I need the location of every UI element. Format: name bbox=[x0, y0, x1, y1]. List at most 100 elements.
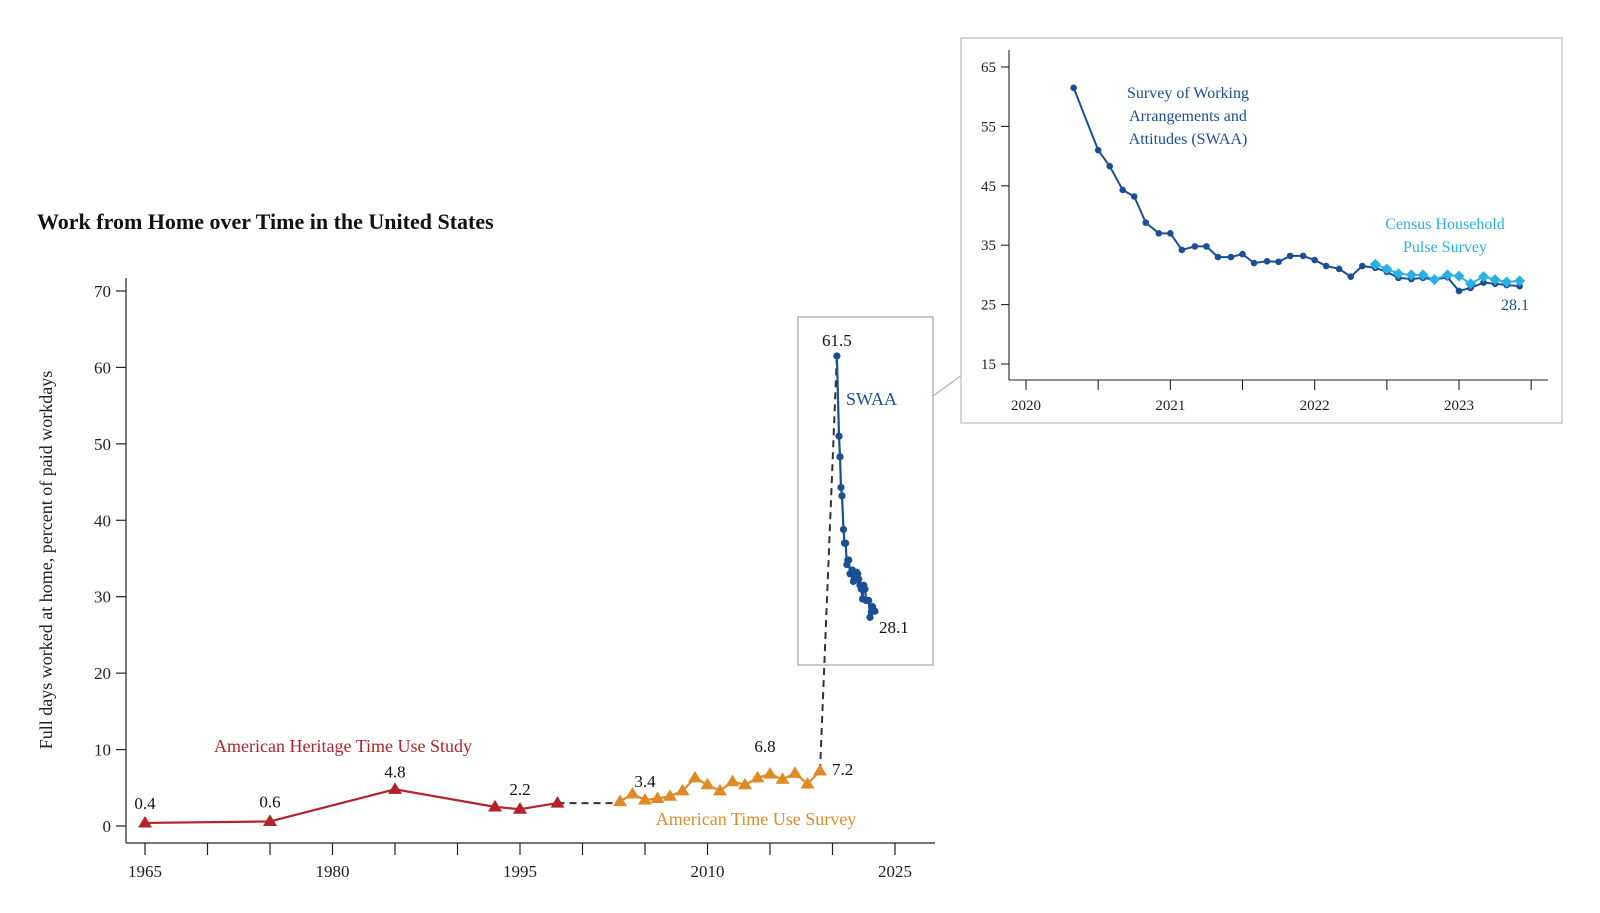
data-point bbox=[713, 783, 727, 796]
inset-data-point bbox=[1070, 84, 1077, 92]
value-label: 0.6 bbox=[259, 792, 280, 811]
value-label: 6.8 bbox=[754, 737, 775, 756]
data-point bbox=[700, 777, 715, 790]
inset-pulse-label: Pulse Survey bbox=[1403, 239, 1487, 256]
inset-data-point bbox=[1381, 263, 1393, 275]
data-point bbox=[855, 575, 863, 583]
inset-data-point bbox=[1214, 253, 1222, 261]
inset-data-point bbox=[1106, 162, 1114, 170]
inset-data-point bbox=[1094, 146, 1102, 154]
data-point bbox=[865, 596, 873, 605]
inset-data-point bbox=[1322, 262, 1330, 270]
dashed-connector bbox=[819, 355, 838, 772]
value-label: 4.8 bbox=[384, 762, 405, 781]
inset-data-point bbox=[1428, 274, 1440, 286]
data-point bbox=[835, 432, 843, 440]
x-tick-label: 1980 bbox=[316, 862, 350, 881]
data-point bbox=[675, 783, 690, 796]
data-point bbox=[763, 767, 777, 779]
data-point bbox=[836, 453, 844, 461]
data-point bbox=[725, 774, 740, 787]
inset-x-tick-label: 2021 bbox=[1155, 398, 1185, 414]
data-point bbox=[663, 789, 677, 801]
inset-data-point bbox=[1263, 257, 1271, 265]
data-point bbox=[263, 814, 277, 826]
data-point bbox=[861, 585, 869, 593]
inset-data-point bbox=[1358, 262, 1366, 270]
inset-data-point bbox=[1178, 246, 1186, 254]
data-point bbox=[738, 777, 752, 790]
zoom-connector bbox=[932, 374, 963, 397]
inset-data-point bbox=[1155, 230, 1163, 237]
value-label: 61.5 bbox=[822, 331, 852, 350]
x-tick-label: 1995 bbox=[503, 862, 537, 881]
inset-data-point bbox=[1191, 243, 1199, 250]
y-tick-label: 20 bbox=[94, 664, 111, 683]
inset-data-point bbox=[1453, 270, 1465, 282]
data-point bbox=[513, 802, 527, 814]
data-point bbox=[625, 786, 640, 799]
series-label-atus: American Time Use Survey bbox=[656, 809, 856, 829]
series-line bbox=[144, 788, 558, 825]
value-label: 28.1 bbox=[879, 618, 909, 637]
inset-x-tick-label: 2020 bbox=[1011, 398, 1041, 414]
inset-data-point bbox=[1239, 250, 1246, 258]
inset-data-point bbox=[1130, 193, 1138, 200]
chart-title: Work from Home over Time in the United S… bbox=[37, 209, 494, 234]
inset-pulse-label: Census Household bbox=[1385, 216, 1505, 233]
inset-y-tick-label: 65 bbox=[981, 60, 996, 76]
data-point bbox=[613, 794, 627, 807]
inset-data-point bbox=[1417, 269, 1429, 281]
data-point bbox=[788, 766, 802, 778]
inset-data-point bbox=[1203, 243, 1210, 250]
data-point bbox=[842, 539, 850, 547]
data-point bbox=[138, 815, 152, 828]
inset-data-point bbox=[1441, 269, 1453, 281]
data-point bbox=[839, 525, 848, 534]
inset-data-point bbox=[1489, 274, 1501, 286]
data-point bbox=[750, 770, 765, 783]
data-point bbox=[650, 791, 665, 804]
value-label: 0.4 bbox=[134, 794, 156, 813]
inset-plot: 15 25 35 45 55 65 2020 2021 2022 2023 Survey of Wo… bbox=[960, 37, 1563, 424]
inset-x-tick-label: 2023 bbox=[1444, 398, 1474, 414]
data-point bbox=[833, 352, 841, 360]
inset-data-point bbox=[1501, 276, 1513, 288]
inset-data-point bbox=[1119, 186, 1127, 194]
y-tick-label: 60 bbox=[94, 358, 111, 377]
data-point bbox=[638, 793, 652, 805]
inset-data-point bbox=[1514, 275, 1526, 287]
value-label: 7.2 bbox=[832, 760, 853, 779]
data-point bbox=[488, 799, 502, 812]
data-point bbox=[837, 483, 845, 492]
inset-data-point bbox=[1286, 252, 1294, 260]
data-point bbox=[688, 770, 702, 783]
x-tick-label: 2025 bbox=[878, 862, 912, 881]
inset-y-tick-label: 45 bbox=[981, 179, 996, 195]
data-point bbox=[550, 796, 565, 808]
series-label-swaa: SWAA bbox=[846, 389, 897, 409]
x-tick-label: 1965 bbox=[128, 862, 162, 881]
data-point bbox=[845, 556, 853, 564]
data-point bbox=[854, 570, 862, 578]
data-point bbox=[871, 607, 879, 615]
inset-value-label: 28.1 bbox=[1501, 297, 1529, 314]
inset-data-point bbox=[1335, 265, 1343, 273]
inset-data-point bbox=[1405, 269, 1417, 281]
inset-swaa-label: Survey of Working bbox=[1127, 85, 1249, 102]
data-point bbox=[838, 492, 846, 500]
x-tick-label: 2010 bbox=[691, 862, 725, 881]
inset-data-point bbox=[1311, 256, 1318, 264]
data-point bbox=[813, 763, 827, 776]
inset-data-point bbox=[1250, 259, 1258, 267]
main-plot: 0 10 20 30 40 50 60 70 1965 1980 1995 2010 2025 0.4 0.… bbox=[94, 278, 963, 881]
value-label: 2.2 bbox=[509, 780, 530, 799]
y-tick-label: 70 bbox=[94, 282, 111, 301]
data-point bbox=[800, 776, 815, 789]
inset-data-point bbox=[1465, 278, 1477, 290]
y-tick-label: 0 bbox=[103, 817, 112, 836]
y-axis-label: Full days worked at home, percent of pai… bbox=[36, 371, 56, 749]
series-label-ahtus: American Heritage Time Use Study bbox=[214, 736, 472, 756]
inset-data-point bbox=[1455, 287, 1463, 295]
